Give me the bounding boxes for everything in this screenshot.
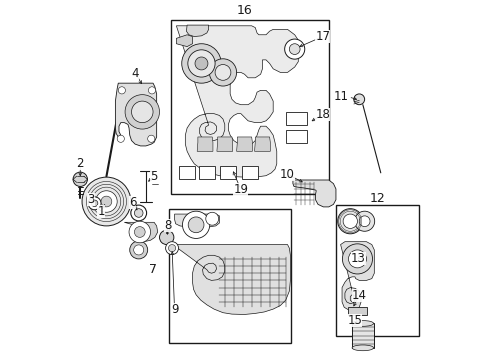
Circle shape — [125, 95, 159, 129]
Text: 15: 15 — [347, 314, 362, 327]
Bar — [242, 166, 257, 179]
Circle shape — [337, 209, 362, 234]
Circle shape — [354, 211, 374, 231]
Polygon shape — [197, 137, 212, 151]
Circle shape — [343, 214, 357, 228]
Circle shape — [134, 226, 145, 237]
Circle shape — [348, 250, 366, 268]
Bar — [179, 166, 195, 179]
Circle shape — [187, 50, 215, 77]
Circle shape — [131, 205, 146, 221]
Text: 13: 13 — [350, 252, 365, 265]
Circle shape — [88, 197, 101, 210]
Circle shape — [73, 172, 87, 186]
Circle shape — [289, 44, 300, 54]
Circle shape — [133, 245, 143, 255]
Circle shape — [284, 39, 304, 59]
Text: 12: 12 — [368, 192, 384, 205]
Bar — [220, 166, 236, 179]
Polygon shape — [176, 35, 192, 46]
Circle shape — [182, 44, 221, 83]
Circle shape — [82, 177, 131, 226]
Bar — [171, 21, 328, 194]
Circle shape — [91, 200, 98, 207]
Text: 6: 6 — [129, 196, 136, 209]
Circle shape — [215, 64, 230, 80]
Circle shape — [159, 230, 174, 244]
Text: 7: 7 — [149, 263, 157, 276]
Text: 19: 19 — [233, 183, 248, 196]
Circle shape — [165, 242, 178, 255]
Circle shape — [147, 135, 155, 142]
Polygon shape — [186, 25, 208, 37]
Text: 3: 3 — [87, 193, 95, 206]
Circle shape — [118, 87, 125, 94]
Circle shape — [129, 221, 150, 243]
Circle shape — [182, 211, 209, 238]
Bar — [285, 130, 306, 143]
Text: 4: 4 — [131, 67, 139, 80]
Text: 2: 2 — [76, 157, 84, 170]
Text: 10: 10 — [280, 168, 294, 181]
Polygon shape — [340, 242, 373, 310]
Text: 17: 17 — [315, 30, 329, 43]
Polygon shape — [176, 26, 298, 177]
Circle shape — [188, 217, 203, 233]
Circle shape — [129, 241, 147, 259]
Circle shape — [342, 244, 372, 274]
Circle shape — [353, 94, 364, 105]
Text: 5: 5 — [150, 170, 158, 183]
Polygon shape — [124, 222, 158, 242]
Circle shape — [101, 196, 112, 207]
Circle shape — [359, 216, 369, 226]
Text: 11: 11 — [333, 90, 348, 103]
Polygon shape — [292, 180, 335, 207]
Polygon shape — [217, 137, 232, 151]
Text: 8: 8 — [164, 219, 171, 233]
Circle shape — [168, 244, 175, 252]
Text: 16: 16 — [236, 4, 252, 17]
Circle shape — [117, 135, 124, 142]
Ellipse shape — [351, 320, 373, 326]
Polygon shape — [172, 244, 290, 315]
Circle shape — [96, 191, 117, 212]
Circle shape — [148, 87, 155, 94]
Circle shape — [209, 59, 236, 86]
Bar — [335, 205, 418, 336]
Circle shape — [205, 212, 218, 225]
Bar — [351, 323, 373, 348]
Bar — [348, 307, 366, 315]
Circle shape — [195, 57, 207, 70]
Bar — [169, 209, 290, 343]
Polygon shape — [254, 137, 270, 151]
Bar — [199, 166, 214, 179]
Bar — [285, 112, 306, 126]
Ellipse shape — [351, 345, 373, 351]
Circle shape — [131, 101, 153, 123]
Text: 18: 18 — [315, 108, 329, 121]
Polygon shape — [115, 83, 156, 146]
Text: 9: 9 — [170, 303, 178, 316]
Circle shape — [134, 209, 142, 217]
Text: 14: 14 — [351, 289, 366, 302]
Text: 1: 1 — [97, 205, 104, 218]
Polygon shape — [174, 214, 219, 237]
Polygon shape — [236, 137, 252, 151]
